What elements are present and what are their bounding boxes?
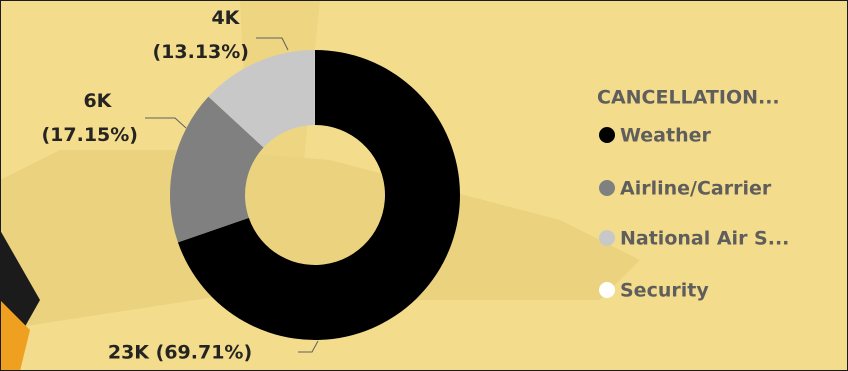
data-label: 6K (17.15%) xyxy=(41,90,138,146)
legend-label: National Air S... xyxy=(620,228,789,250)
data-label: 23K (69.71%) xyxy=(108,342,252,364)
donut-slice xyxy=(177,50,461,340)
legend-label: Weather xyxy=(620,125,711,147)
data-label: 4K (13.13%) xyxy=(152,7,249,63)
legend-marker xyxy=(599,180,615,196)
background-shape xyxy=(0,150,640,330)
leader-line xyxy=(256,37,289,51)
leader-line xyxy=(145,117,187,129)
legend-marker xyxy=(599,282,615,298)
donut-slice xyxy=(170,96,264,243)
background-shape xyxy=(0,300,30,371)
leader-line xyxy=(298,340,319,353)
legend-title: CANCELLATION... xyxy=(597,87,780,109)
legend-label: Airline/Carrier xyxy=(620,178,772,200)
legend-label: Security xyxy=(620,280,709,302)
legend-marker xyxy=(599,230,615,246)
legend-marker xyxy=(599,127,615,143)
donut-slice xyxy=(208,50,315,148)
